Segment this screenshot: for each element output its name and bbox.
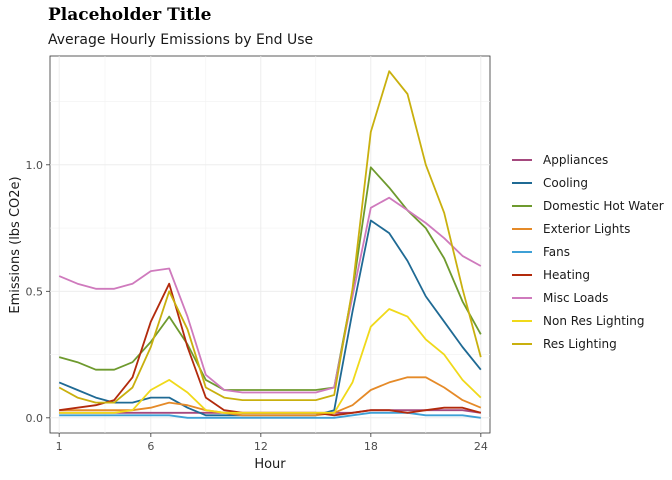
legend: Appliances Cooling Domestic Hot Water Exter… [512,148,664,355]
chart-title: Placeholder Title [48,5,212,25]
legend-key [512,273,532,276]
series-line-res-lighting [58,70,482,404]
series-lines [58,70,482,419]
x-tick-label: 12 [254,440,268,453]
legend-label: Misc Loads [543,290,609,305]
legend-label: Cooling [543,175,588,190]
x-tick-label: 18 [364,440,378,453]
chart-subtitle: Average Hourly Emissions by End Use [48,32,314,48]
legend-label: Fans [543,244,571,259]
legend-item-domestic-hot-water: Domestic Hot Water [512,194,664,217]
legend-item-misc-loads: Misc Loads [512,286,664,309]
legend-item-exterior-lights: Exterior Lights [512,217,664,240]
legend-key [512,158,532,161]
legend-key [512,227,532,230]
legend-label: Non Res Lighting [543,313,645,328]
grid-lines [50,56,490,433]
x-axis-label: Hour [254,457,286,472]
legend-key [512,204,532,207]
x-tick-label: 1 [56,440,63,453]
axis-ticks: 1 6 12 18 24 0.0 0.5 1.0 [26,159,488,453]
legend-item-appliances: Appliances [512,148,664,171]
legend-item-non-res-lighting: Non Res Lighting [512,309,664,332]
series-line-misc-loads [58,196,482,394]
legend-item-heating: Heating [512,263,664,286]
legend-label: Res Lighting [543,336,617,351]
plot-panel [49,55,491,434]
y-tick-label: 0.0 [26,412,44,425]
legend-key [512,250,532,253]
y-tick-label: 0.5 [26,285,44,298]
y-axis-label: Emissions (lbs CO2e) [8,176,23,313]
legend-item-fans: Fans [512,240,664,263]
x-tick-label: 6 [147,440,154,453]
legend-key [512,319,532,322]
legend-key [512,342,532,345]
legend-item-res-lighting: Res Lighting [512,332,664,355]
x-tick-label: 24 [474,440,488,453]
legend-key [512,181,532,184]
legend-label: Domestic Hot Water [543,198,664,213]
legend-label: Heating [543,267,591,282]
legend-label: Appliances [543,152,609,167]
legend-key [512,296,532,299]
y-tick-label: 1.0 [26,159,44,172]
series-line-non-res-lighting [59,308,482,414]
legend-item-cooling: Cooling [512,171,664,194]
legend-label: Exterior Lights [543,221,631,236]
